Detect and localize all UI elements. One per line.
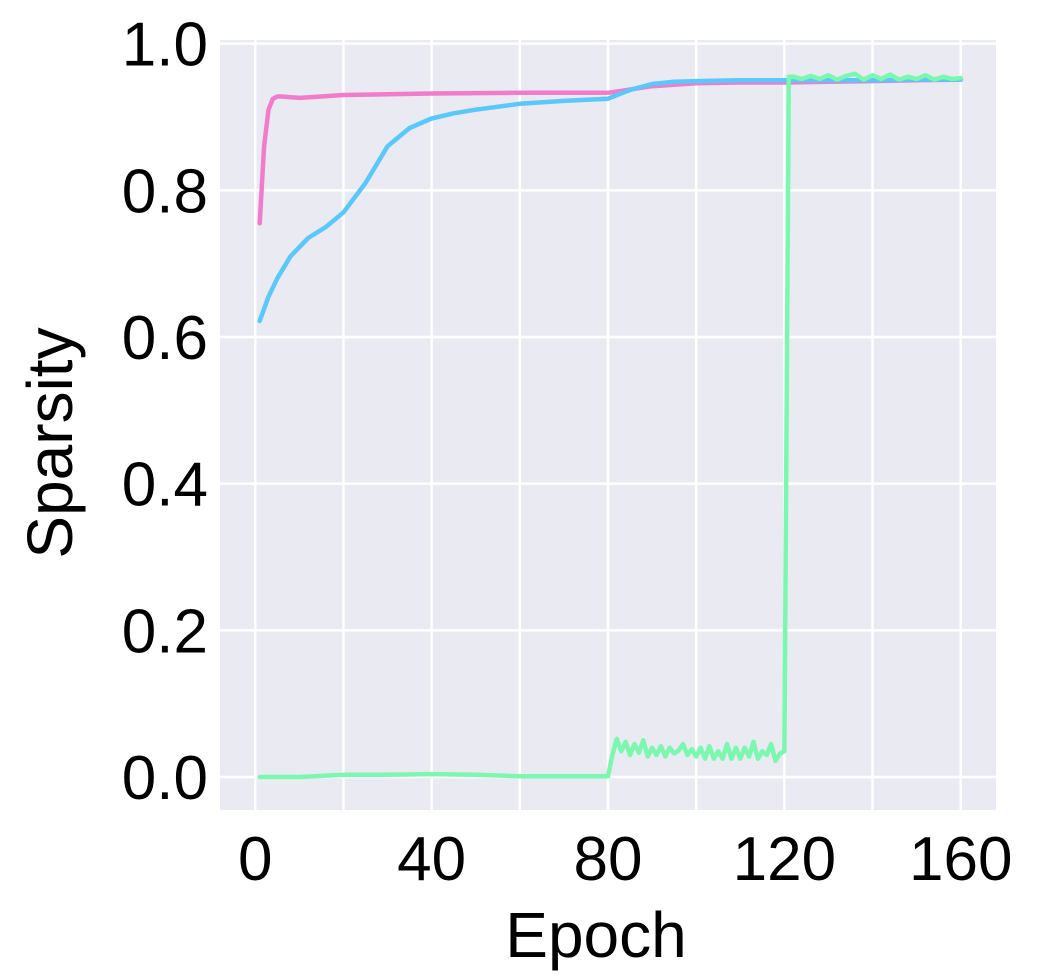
x-tick-label: 160 bbox=[909, 825, 1012, 894]
y-tick-label: 0.6 bbox=[122, 304, 208, 373]
x-tick-label: 40 bbox=[397, 825, 466, 894]
series-line-3 bbox=[257, 71, 963, 780]
y-axis-title: Sparsity bbox=[14, 327, 86, 558]
y-tick-label: 0.8 bbox=[122, 157, 208, 226]
x-tick-label: 80 bbox=[574, 825, 643, 894]
y-tick-label: 1.0 bbox=[122, 11, 208, 80]
y-tick-label: 0.0 bbox=[122, 744, 208, 813]
x-tick-labels: 0 40 80 120 160 bbox=[238, 825, 1012, 894]
y-tick-label: 0.2 bbox=[122, 597, 208, 666]
series-lines bbox=[257, 71, 963, 780]
y-tick-label: 0.4 bbox=[122, 451, 208, 520]
x-tick-label: 0 bbox=[238, 825, 272, 894]
y-tick-labels: 0.0 0.2 0.4 0.6 0.8 1.0 bbox=[122, 11, 208, 813]
x-tick-label: 120 bbox=[733, 825, 836, 894]
series-line-2 bbox=[257, 77, 963, 324]
x-axis-title: Epoch bbox=[505, 899, 686, 971]
